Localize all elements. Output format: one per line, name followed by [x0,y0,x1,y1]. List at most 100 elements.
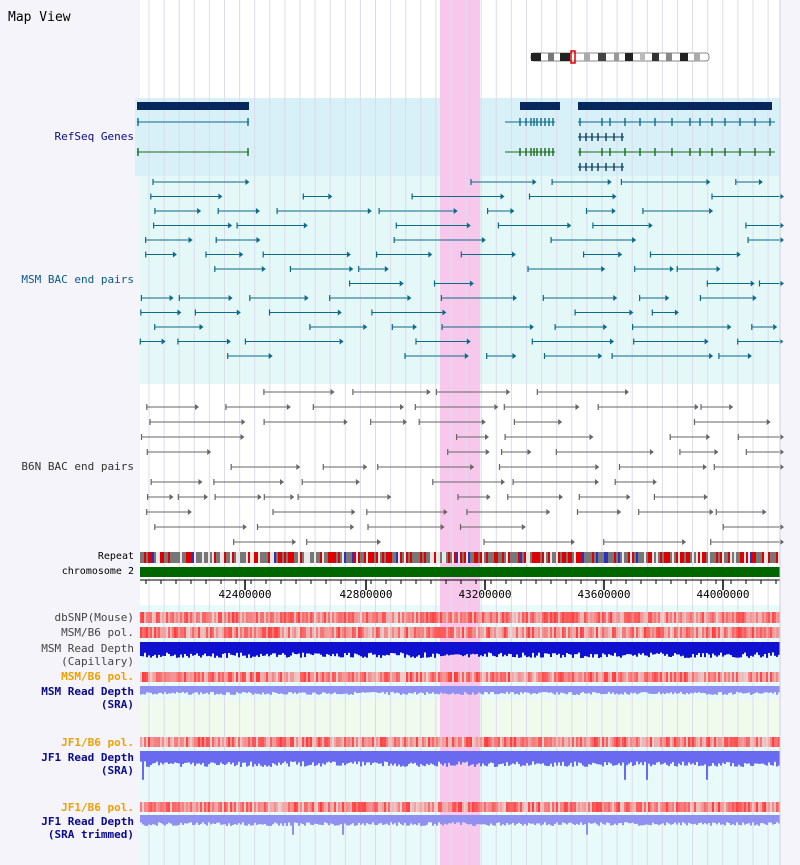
pol-cell [734,627,736,638]
bac-end-arrow [349,266,354,272]
depth-bar [292,815,294,835]
depth-bar [760,751,762,764]
depth-bar [292,686,294,694]
pol-cell [470,612,472,623]
pol-cell [188,612,190,623]
pol-cell [442,802,444,812]
depth-bar [776,815,778,823]
highlight-region[interactable] [440,0,480,865]
pol-cell [308,737,310,747]
pol-cell [334,612,336,623]
repeat-mark [398,552,400,563]
pol-cell [576,737,578,747]
repeat-mark [540,552,542,563]
depth-bar [674,815,676,823]
pol-cell [408,672,410,682]
pol-cell [698,612,700,623]
msm-bac-track[interactable] [139,179,784,359]
pol-cell [570,672,572,682]
pol-cell [310,737,312,747]
depth-bar [244,815,246,826]
depth-bar [424,815,426,826]
ideogram-band [531,53,541,61]
depth-bar [710,642,712,658]
depth-bar [776,642,778,657]
depth-bar [156,751,158,762]
depth-bar [380,686,382,693]
refseq-genes-track[interactable] [137,102,775,171]
pol-cell [356,612,358,623]
pol-cell [506,627,508,638]
repeat-mark [510,552,512,563]
pol-cell [280,672,282,682]
chromosome-ideogram[interactable] [530,50,710,64]
pol-cell [152,672,154,682]
pol-cell [746,737,748,747]
pol-cell [486,802,488,812]
track-label-msm-bac[interactable]: MSM BAC end pairs [21,273,134,286]
bac-end-arrow [403,419,408,425]
pol-cell [738,672,740,682]
pol-cell [460,802,462,812]
depth-bar [648,815,650,825]
bac-end-arrow [780,434,784,440]
depth-bar [308,686,310,695]
pol-cell [496,672,498,682]
pol-cell [176,672,178,682]
pol-cell [286,802,288,812]
depth-bar [342,815,344,835]
depth-bar [644,751,646,762]
pol-cell [412,737,414,747]
depth-bar [164,642,166,656]
depth-bar [628,642,630,655]
pol-cell [392,672,394,682]
repeat-mark [250,552,252,563]
pol-cell [218,627,220,638]
pol-cell [362,627,364,638]
repeat-mark [552,552,554,563]
pol-cell [690,672,692,682]
pol-cell [230,672,232,682]
depth-bar [350,642,352,658]
pol-cell [508,737,510,747]
pol-cell [156,802,158,812]
track-label-refseq[interactable]: RefSeq Genes [54,130,134,143]
track-label-b6n-bac[interactable]: B6N BAC end pairs [21,460,134,473]
pol-cell [374,802,376,812]
pol-cell [496,612,498,623]
depth-bar [708,686,710,694]
repeat-mark [280,552,282,563]
track-label-msm-depth-cap-2: (Capillary) [61,655,134,668]
depth-bar [456,815,458,823]
depth-bar [416,815,418,826]
pol-cell [688,627,690,638]
pol-cell [438,802,440,812]
depth-bar [648,642,650,658]
pol-cell [742,737,744,747]
repeat-mark [750,552,752,563]
pol-cell [502,627,504,638]
pol-cell [658,627,660,638]
pol-cell [706,612,708,623]
repeat-mark [274,552,276,563]
pol-cell [766,672,768,682]
depth-bar [596,751,598,765]
b6n-bac-track[interactable] [140,389,785,545]
depth-bar [486,751,488,767]
pol-cell [282,612,284,623]
pol-cell [500,672,502,682]
pol-cell [640,612,642,623]
repeat-mark [682,552,684,563]
repeat-mark [614,552,616,563]
pol-cell [754,737,756,747]
pol-cell [448,612,450,623]
pol-cell [390,672,392,682]
pol-cell [256,672,258,682]
pol-cell [150,627,152,638]
pol-cell [556,627,558,638]
pol-cell [216,627,218,638]
pol-cell [440,802,442,812]
pol-cell [310,802,312,812]
depth-bar [292,642,294,653]
pol-cell [718,612,720,623]
